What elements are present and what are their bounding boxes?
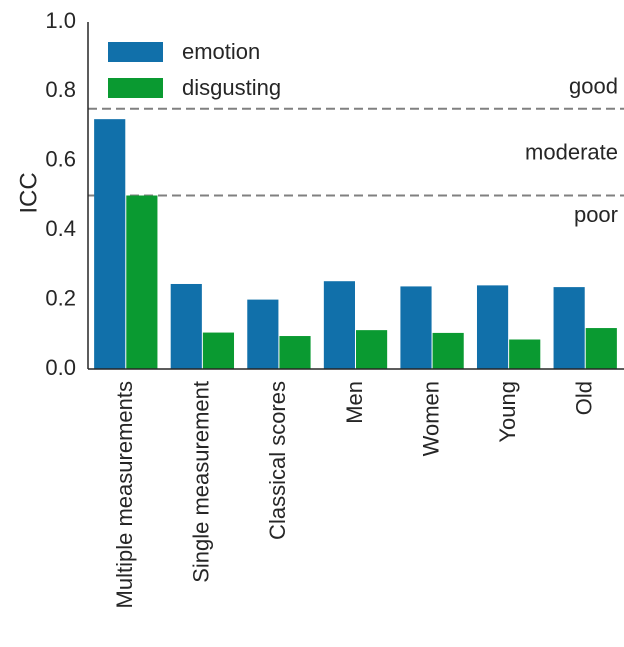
y-axis-label: ICC xyxy=(15,172,42,213)
bar-emotion-5 xyxy=(476,285,509,369)
reference-lines xyxy=(88,107,624,197)
x-tick-label-4: Women xyxy=(418,381,443,456)
y-tick-label-4: 0.8 xyxy=(45,77,76,102)
bar-emotion-2 xyxy=(247,299,279,369)
bar-emotion-0 xyxy=(94,119,126,369)
legend: emotion disgusting xyxy=(108,39,281,100)
y-tick-label-1: 0.2 xyxy=(45,285,76,310)
x-tick-label-3: Men xyxy=(342,381,367,424)
bars xyxy=(94,119,617,369)
bar-disgusting-4 xyxy=(432,332,464,369)
bar-disgusting-2 xyxy=(279,336,311,369)
bar-disgusting-6 xyxy=(585,328,617,369)
x-tick-label-5: Young xyxy=(495,381,520,443)
x-tick-label-0: Multiple measurements xyxy=(112,381,137,608)
x-tick-label-1: Single measurement xyxy=(189,381,214,583)
x-tick-label-2: Classical scores xyxy=(265,381,290,540)
axes xyxy=(87,22,624,370)
y-tick-label-2: 0.4 xyxy=(45,216,76,241)
threshold-annotations: good moderate poor xyxy=(525,74,618,227)
y-tick-label-0: 0.0 xyxy=(45,355,76,380)
bar-emotion-1 xyxy=(170,283,202,369)
bar-emotion-6 xyxy=(553,287,585,369)
annotation-0: good xyxy=(569,74,618,99)
legend-swatch-disgusting xyxy=(108,78,163,98)
legend-label-emotion: emotion xyxy=(182,39,260,64)
annotation-1: moderate xyxy=(525,140,618,165)
bar-disgusting-5 xyxy=(509,339,541,369)
annotation-2: poor xyxy=(574,202,618,227)
legend-label-disgusting: disgusting xyxy=(182,75,281,100)
bar-emotion-3 xyxy=(323,281,355,369)
x-tick-label-6: Old xyxy=(572,381,597,415)
bar-disgusting-0 xyxy=(126,195,158,369)
bar-disgusting-3 xyxy=(356,330,388,369)
y-tick-label-5: 1.0 xyxy=(45,8,76,33)
y-tick-label-3: 0.6 xyxy=(45,147,76,172)
legend-swatch-emotion xyxy=(108,42,163,62)
y-ticks: 0.0 0.2 0.4 0.6 0.8 1.0 xyxy=(45,8,76,380)
bar-disgusting-1 xyxy=(202,332,235,369)
x-ticks: Multiple measurements Single measurement C… xyxy=(112,381,596,608)
bar-emotion-4 xyxy=(400,286,432,369)
